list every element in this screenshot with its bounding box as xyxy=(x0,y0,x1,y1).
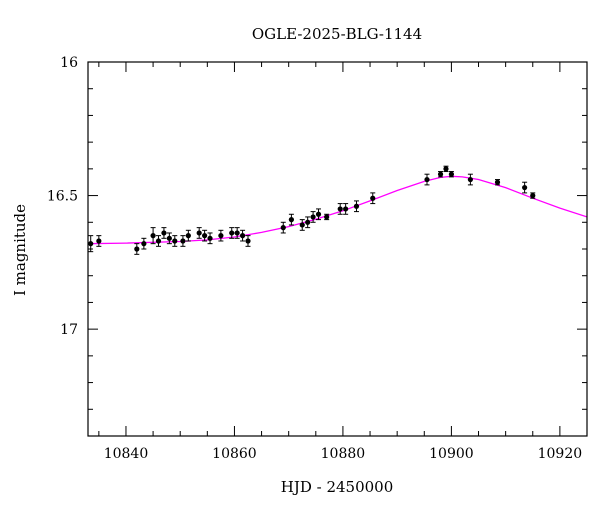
data-point xyxy=(88,241,94,247)
data-point xyxy=(245,238,251,244)
data-point xyxy=(280,225,286,231)
plot-area xyxy=(88,165,587,255)
data-point xyxy=(288,217,294,223)
plot-frame xyxy=(87,61,588,437)
data-point xyxy=(305,219,311,225)
data-point xyxy=(530,192,536,199)
x-tick-label: 10860 xyxy=(212,446,257,462)
data-point xyxy=(310,214,316,220)
data-point xyxy=(437,171,444,177)
data-point xyxy=(424,176,430,183)
data-point xyxy=(150,233,156,239)
data-point xyxy=(522,184,528,191)
data-point xyxy=(324,214,330,220)
data-point xyxy=(134,246,140,252)
data-point xyxy=(141,241,147,247)
data-point xyxy=(467,176,473,183)
data-point xyxy=(229,230,235,236)
data-point xyxy=(337,206,343,212)
y-tick-label: 17 xyxy=(60,322,78,338)
data-point xyxy=(370,195,376,201)
data-point xyxy=(239,233,246,239)
data-point xyxy=(172,238,178,244)
x-tick-label: 10880 xyxy=(321,446,366,462)
data-point xyxy=(207,235,213,241)
data-point xyxy=(315,211,322,217)
axis-ticks: 10840 10860 10880 10900 10920 16 16.5 17 xyxy=(47,55,588,462)
data-point xyxy=(218,233,224,239)
data-point xyxy=(196,230,202,236)
x-tick-label: 10840 xyxy=(104,446,149,462)
data-point xyxy=(234,230,240,236)
data-point xyxy=(185,233,191,239)
data-point xyxy=(353,203,360,209)
data-point xyxy=(448,171,455,177)
data-points xyxy=(88,165,536,255)
data-point xyxy=(166,235,172,241)
data-point xyxy=(161,230,167,236)
chart-title: OGLE-2025-BLG-1144 xyxy=(252,25,422,43)
data-point xyxy=(96,238,102,244)
data-point xyxy=(155,238,162,244)
x-axis-label: HJD - 2450000 xyxy=(281,478,394,496)
x-tick-label: 10920 xyxy=(538,446,583,462)
data-point xyxy=(343,206,349,212)
x-tick-label: 10900 xyxy=(429,446,474,462)
data-point xyxy=(443,166,449,172)
data-point xyxy=(299,222,305,228)
data-point xyxy=(180,238,186,244)
y-tick-label: 16 xyxy=(60,55,78,71)
data-point xyxy=(202,233,208,239)
y-axis-label: I magnitude xyxy=(11,204,29,296)
y-tick-label: 16.5 xyxy=(47,189,78,205)
data-point xyxy=(494,179,501,185)
